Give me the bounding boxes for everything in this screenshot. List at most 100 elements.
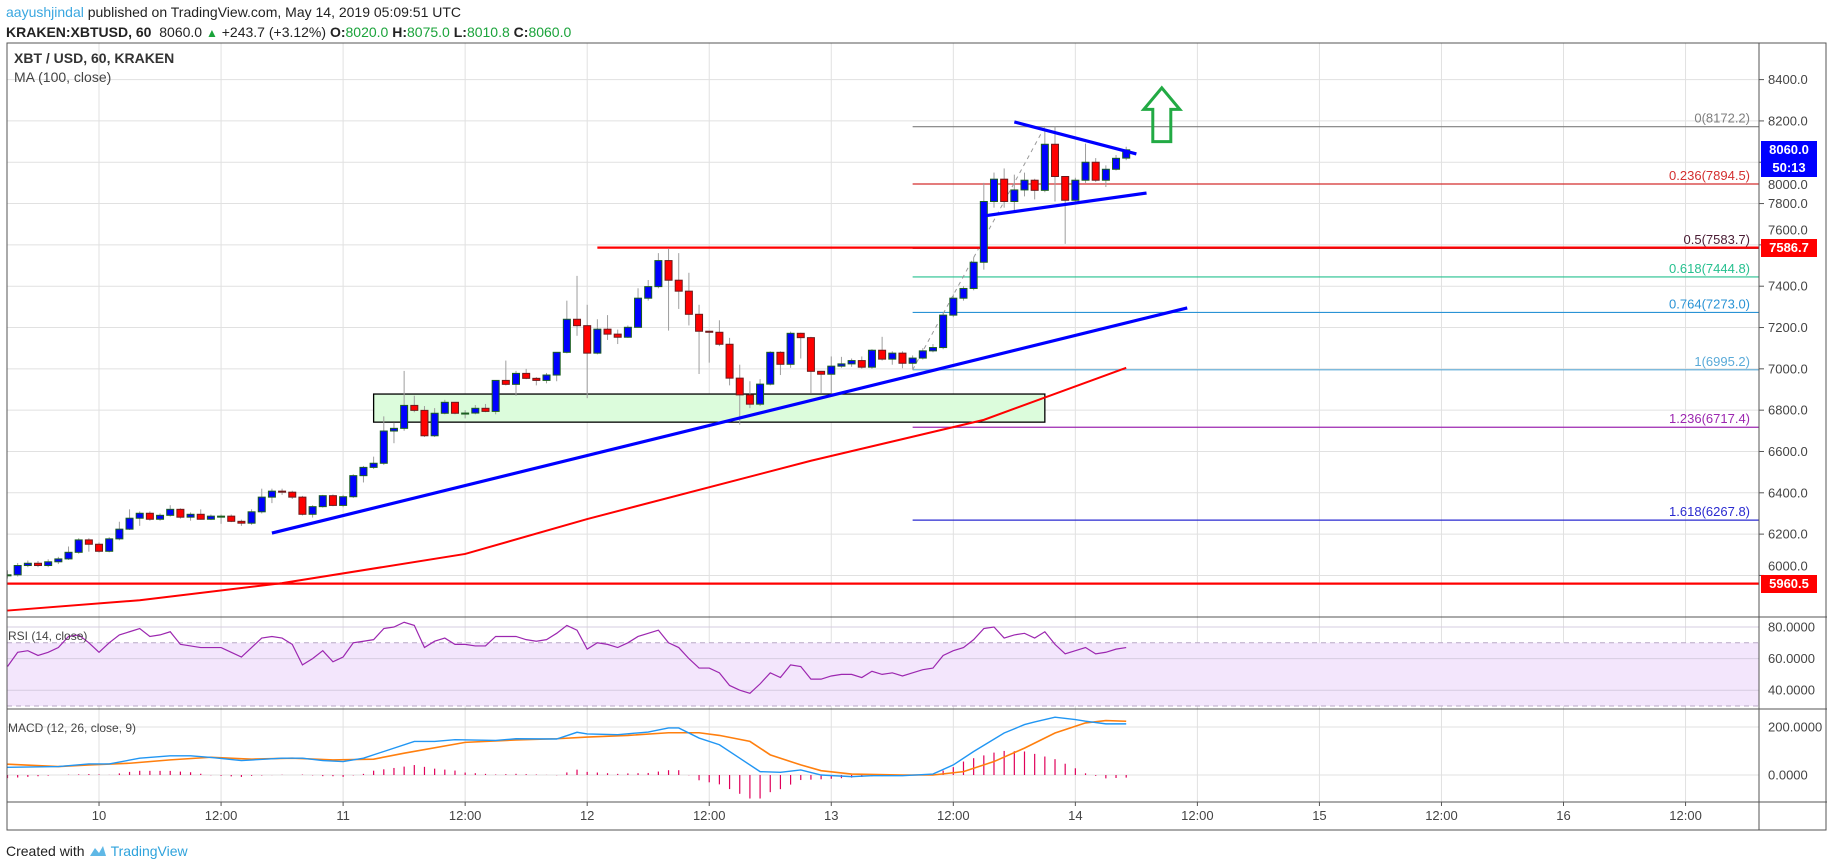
candle (400, 370, 409, 431)
time-tick-label: 12:00 (937, 808, 970, 823)
time-tick-label: 16 (1556, 808, 1570, 823)
candle (135, 511, 144, 526)
candle (247, 509, 256, 525)
candle-body-up (389, 427, 398, 432)
tradingview-link[interactable]: TradingView (110, 843, 188, 859)
fib-level-label: 0.5(7583.7) (1684, 232, 1751, 247)
candle-body-up (888, 352, 897, 360)
candle-body-down (1091, 161, 1100, 181)
published-text: published on TradingView.com, May 14, 20… (87, 4, 462, 20)
candle (959, 286, 968, 301)
candle (23, 560, 32, 568)
candle-body-down (1030, 179, 1039, 191)
candle-body-up (105, 538, 114, 552)
candle (491, 379, 500, 415)
trendline (271, 306, 1188, 535)
series-legend: XBT / USD, 60, KRAKEN (14, 50, 175, 66)
candle (278, 488, 287, 495)
candle-body-up (918, 350, 927, 359)
candle (359, 465, 368, 483)
candle (257, 488, 266, 514)
candle (715, 320, 724, 347)
candle-body-up (369, 462, 378, 468)
candle (196, 509, 205, 520)
candle (593, 319, 602, 355)
low-label: L: (453, 24, 467, 40)
candle (501, 360, 510, 386)
candle-body-down (776, 351, 785, 365)
candle (481, 403, 490, 413)
candle-body-up (430, 412, 439, 437)
high-label: H: (392, 24, 407, 40)
candle (1071, 177, 1080, 204)
candle (1020, 172, 1029, 197)
candle-body-down (84, 539, 93, 545)
candle-body-up (1081, 161, 1090, 181)
candle-body-down (603, 328, 612, 335)
fib-level-label: 1(6995.2) (1694, 354, 1750, 369)
price-tick-label: 8000.0 (1768, 177, 1808, 192)
candle-body-down (878, 349, 887, 360)
time-tick-label: 14 (1068, 808, 1082, 823)
candle (664, 248, 673, 331)
candle-body-up (827, 365, 836, 375)
candle (44, 559, 53, 568)
price-tick-label: 7200.0 (1768, 320, 1808, 335)
candle (766, 351, 775, 386)
candle-body-up (1071, 179, 1080, 201)
candle-body-down (857, 360, 866, 368)
close-value: 8060.0 (528, 24, 572, 40)
candle-body-up (654, 260, 663, 288)
rsi-label: RSI (14, close) (8, 629, 88, 643)
candle-body-up (542, 374, 551, 381)
candle-body-down (725, 343, 734, 379)
candle (542, 372, 551, 384)
publish-info: aayushjindal published on TradingView.co… (6, 4, 461, 20)
candle-body-up (959, 287, 968, 299)
created-with-text: Created with (6, 843, 85, 859)
candle (888, 351, 897, 365)
candle (156, 513, 165, 521)
candle-body-down (715, 331, 724, 345)
candle (603, 315, 612, 340)
candle-body-up (1010, 189, 1019, 202)
price-tick-label: 6800.0 (1768, 403, 1808, 418)
candle (837, 356, 846, 368)
candle-body-up (766, 351, 775, 385)
fib-level-label: 1.236(6717.4) (1669, 411, 1750, 426)
candle-body-down (501, 379, 510, 385)
candle (735, 364, 744, 425)
candle-body-down (684, 290, 693, 315)
candle (74, 538, 83, 554)
time-tick-label: 13 (824, 808, 838, 823)
candle-body-down (817, 370, 826, 375)
candle-body-down (522, 372, 531, 379)
author-link[interactable]: aayushjindal (6, 4, 84, 20)
rsi-tick-label: 60.0000 (1768, 651, 1815, 666)
macd-line (7, 716, 1127, 778)
time-tick-label: 15 (1312, 808, 1326, 823)
candle-body-down (34, 562, 43, 567)
countdown-tag: 50:13 (1761, 158, 1817, 177)
candle (145, 511, 154, 521)
candle (227, 514, 236, 523)
candle (461, 410, 470, 419)
macd-signal-line (7, 719, 1127, 776)
candle-body-down (196, 513, 205, 520)
candle-body-up (1101, 168, 1110, 181)
candle-body-up (837, 363, 846, 367)
candle (339, 494, 348, 508)
rsi-tick-label: 40.0000 (1768, 683, 1815, 698)
candle (806, 336, 815, 394)
candle (379, 416, 388, 465)
candle-body-up (125, 517, 134, 530)
candle (1061, 175, 1070, 244)
candle (1112, 155, 1121, 171)
price-tick-label: 6400.0 (1768, 485, 1808, 500)
candle (695, 304, 704, 375)
candle (186, 512, 195, 521)
macd-tick-label: 200.0000 (1768, 720, 1822, 735)
candle-body-down (278, 490, 287, 493)
candle (450, 401, 459, 415)
